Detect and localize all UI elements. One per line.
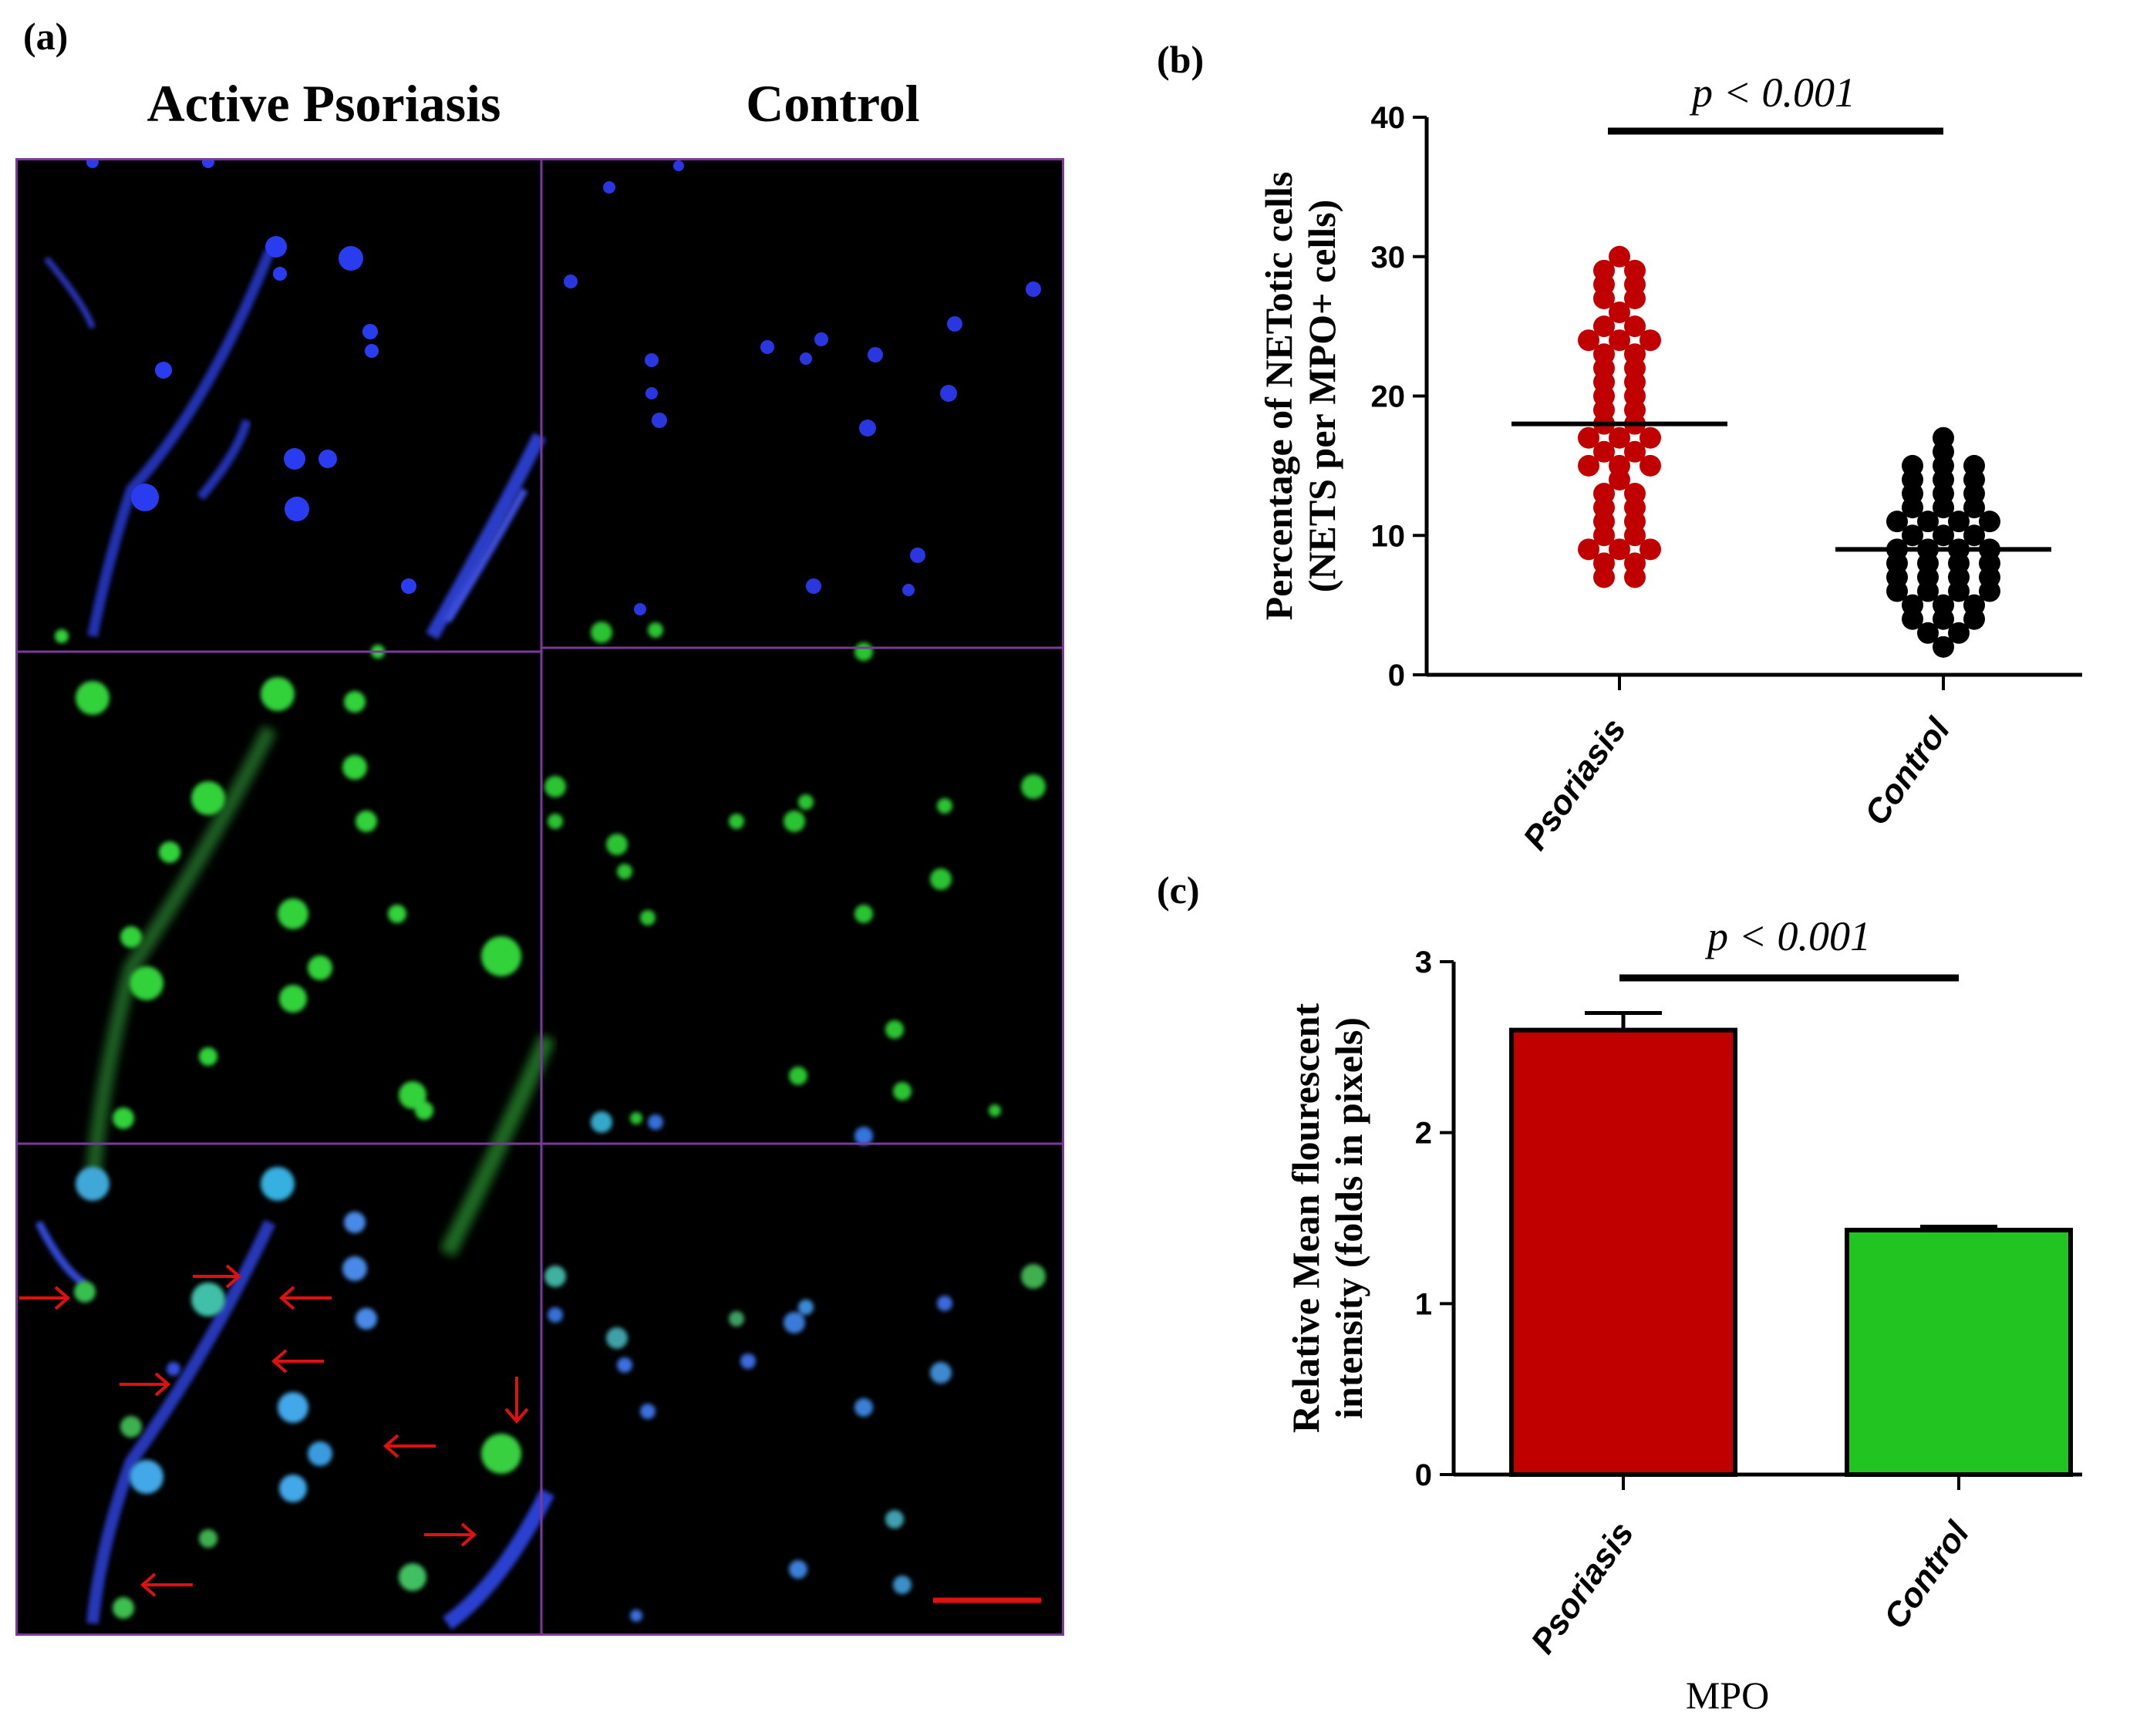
data-point-psoriasis: [1624, 483, 1646, 505]
data-point-control: [1963, 524, 1985, 547]
bar-control: [1845, 1228, 2073, 1477]
data-point-psoriasis: [1609, 426, 1630, 449]
image-control-merged: [544, 1111, 1046, 1622]
data-point-psoriasis: [1593, 483, 1615, 505]
data-point-control: [1963, 454, 1985, 477]
image-psoriasis-merged: [35, 1167, 554, 1630]
mpo-bar-chart: 0 1 2 3 Psoriasis Control Relative Mean floure…: [1284, 913, 2082, 1717]
data-point-psoriasis: [1593, 259, 1615, 281]
x-axis-label: MPO: [1686, 1674, 1769, 1717]
data-point-psoriasis: [1593, 343, 1615, 366]
data-point-psoriasis: [1624, 259, 1646, 281]
data-point-psoriasis: [1609, 245, 1630, 268]
data-point-control: [1948, 511, 1970, 533]
data-point-control: [1917, 622, 1939, 644]
data-point-control: [1917, 511, 1939, 533]
data-point-control: [1963, 594, 1985, 616]
p-value-annotation: p < 0.001: [1704, 913, 1871, 959]
data-point-psoriasis: [1640, 426, 1661, 449]
data-point-control: [1933, 524, 1954, 547]
image-psoriasis-mpo: [55, 629, 556, 1257]
y-tick-label: 3: [1415, 946, 1432, 979]
y-tick-label: 1: [1415, 1287, 1432, 1321]
bar-psoriasis: [1509, 1027, 1737, 1477]
y-tick-label: 30: [1371, 241, 1406, 275]
arrow-icon: [193, 1264, 242, 1289]
fluorescence-image-grid: [15, 156, 1064, 1636]
panel-c-label: (c): [1157, 868, 1200, 912]
p-value-annotation: p < 0.001: [1689, 69, 1855, 116]
fluorescence-images: [15, 156, 1064, 1636]
data-point-control: [1933, 594, 1954, 616]
y-axis-label-line: Relative Mean flourescent: [1284, 1003, 1327, 1434]
x-tick-label: Control: [1857, 711, 1957, 832]
data-point-psoriasis: [1609, 302, 1630, 324]
y-axis-label-line: (NETS per MPO+ cells): [1300, 200, 1343, 592]
column-title-control: Control: [746, 74, 920, 133]
data-point-control: [1933, 635, 1954, 658]
arrow-icon: [504, 1377, 529, 1424]
data-point-psoriasis: [1578, 426, 1599, 449]
data-point-control: [1902, 524, 1923, 547]
data-point-control: [1979, 511, 2000, 533]
data-point-psoriasis: [1593, 440, 1615, 463]
net-arrows: [19, 1264, 529, 1597]
data-point-psoriasis: [1609, 329, 1630, 352]
arrow-icon: [383, 1434, 436, 1458]
data-point-control: [1902, 594, 1923, 616]
arrow-icon: [271, 1349, 324, 1374]
arrow-icon: [140, 1573, 193, 1597]
y-tick-label: 2: [1415, 1117, 1432, 1151]
data-point-psoriasis: [1640, 329, 1661, 352]
data-point-psoriasis: [1609, 538, 1630, 561]
y-tick-label: 0: [1388, 659, 1405, 693]
data-point-psoriasis: [1609, 454, 1630, 477]
y-tick-label: 0: [1415, 1458, 1432, 1492]
x-tick-label: Control: [1876, 1515, 1977, 1636]
y-axis-label: Relative Mean flourescentintensity (fold…: [1284, 1003, 1370, 1434]
data-point-psoriasis: [1624, 552, 1646, 575]
data-point-psoriasis: [1624, 440, 1646, 463]
data-point-psoriasis: [1624, 315, 1646, 338]
data-point-psoriasis: [1593, 315, 1615, 338]
y-axis-label: Percentage of NETotic cells(NETS per MPO…: [1257, 172, 1343, 621]
x-tick-label: Psoriasis: [1524, 1515, 1641, 1660]
data-point-psoriasis: [1624, 343, 1646, 366]
x-tick-label: Psoriasis: [1516, 712, 1633, 857]
data-point-control: [1948, 622, 1970, 644]
data-point-psoriasis: [1640, 454, 1661, 477]
grid-lines: [15, 158, 1064, 1636]
data-point-control: [1902, 454, 1923, 477]
y-tick-label: 40: [1371, 101, 1406, 135]
data-point-psoriasis: [1640, 538, 1661, 561]
netotic-scatter-chart: 0 10 20 30 40 Psoriasis Control Percentage of N…: [1257, 69, 2082, 857]
arrow-icon: [424, 1522, 477, 1547]
y-axis-label-line: Percentage of NETotic cells: [1257, 172, 1300, 621]
y-axis-label-line: intensity (folds in pixels): [1327, 1017, 1370, 1419]
arrow-icon: [278, 1286, 332, 1310]
arrow-icon: [120, 1372, 171, 1397]
image-control-mpo: [544, 622, 1046, 1124]
panel-b-label: (b): [1157, 38, 1205, 81]
y-tick-label: 20: [1371, 380, 1406, 414]
image-control-dapi: [564, 160, 1041, 615]
data-point-control: [1886, 511, 1908, 533]
y-tick-label: 10: [1371, 519, 1406, 553]
panel-a-label: (a): [23, 15, 69, 58]
data-point-psoriasis: [1578, 538, 1599, 561]
column-title-active-psoriasis: Active Psoriasis: [147, 74, 501, 133]
data-point-psoriasis: [1578, 329, 1599, 352]
data-point-psoriasis: [1578, 454, 1599, 477]
data-point-control: [1933, 426, 1954, 449]
image-psoriasis-dapi: [43, 156, 547, 640]
arrow-icon: [19, 1286, 71, 1310]
data-point-psoriasis: [1593, 552, 1615, 575]
